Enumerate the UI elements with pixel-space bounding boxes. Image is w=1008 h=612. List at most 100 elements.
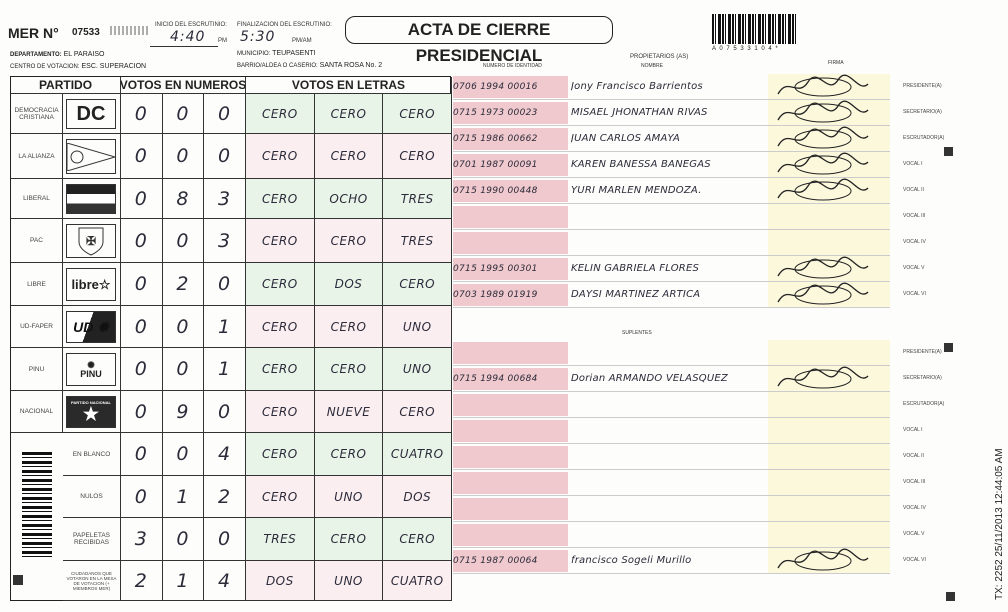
signature-field[interactable] [768,256,890,281]
logo-icon: ✺ PINU [66,353,116,386]
vote-number: 0 [204,134,246,179]
vote-letters: TRES [383,219,453,263]
party-name: PAPELETAS RECIBIDAS [63,518,121,561]
side-barcode [22,452,52,558]
document-title: ACTA DE CIERRE PRESIDENCIAL [345,16,613,65]
vote-letters: UNO [314,561,384,601]
member-row: VOCAL II [453,444,924,470]
vote-letters: CERO [246,94,315,134]
barcode-text: A 0 7 5 3 3 1 0 4 * [712,46,779,52]
member-id [453,342,568,364]
vote-number: 0 [121,94,163,134]
member-name [571,206,766,228]
member-name: JUAN CARLOS AMAYA [571,133,681,144]
member-name: DAYSI MARTINEZ ARTICA [571,289,701,300]
signature-icon [777,366,869,389]
vote-letters: UNO [383,348,453,391]
signature-field[interactable] [768,204,890,229]
vote-letters: DOS [314,263,384,306]
svg-text:✠: ✠ [86,234,96,248]
signature-field[interactable] [768,366,890,391]
vote-number: 0 [162,348,205,391]
signature-field[interactable] [768,340,890,365]
party-logo-7: PARTIDO NACIONAL ★ [63,391,121,433]
member-id: 0715 1986 00662 [453,128,568,150]
vote-number: 9 [162,391,205,433]
vote-letters: NUEVE [314,391,384,433]
member-name [571,524,766,546]
signature-field[interactable] [768,496,890,521]
signature-field[interactable] [768,522,890,547]
vote-letters: CERO [383,134,453,179]
party-name: DEMOCRACIA CRISTIANA [11,94,63,134]
vote-letters: CERO [314,94,384,134]
member-row: 0715 1995 00301 KELIN GABRIELA FLORES VOCA… [453,256,925,282]
logo-icon: ✠ [66,224,116,258]
fin-value: 5:30 [240,29,276,45]
vote-number: 3 [121,518,163,561]
member-id: 0715 1987 00064 [453,550,568,572]
vote-letters: CERO [246,476,315,518]
vote-letters: CERO [314,433,384,476]
vote-letters: DOS [383,476,453,518]
member-row: VOCAL IV [453,230,926,256]
signature-icon [777,100,869,123]
barrio-value: SANTA ROSA No. 2 [319,62,383,69]
vote-number: 1 [162,476,205,518]
vote-number: 8 [162,179,205,219]
vote-number: 0 [162,306,205,348]
role-label: VOCAL II [903,453,924,459]
signature-field[interactable] [768,178,890,203]
vote-number: 0 [121,263,163,306]
role-label: PRESIDENTE(A) [903,83,942,89]
role-label: VOCAL III [903,479,926,485]
member-id: 0715 1994 00684 [453,368,568,390]
logo-icon [66,184,116,214]
signature-field[interactable] [768,444,890,469]
signature-field[interactable] [768,152,890,177]
member-row: VOCAL V [453,522,925,548]
role-label: SECRETARIO(A) [903,109,942,115]
member-id: 0701 1987 00091 [453,154,568,176]
member-name: KELIN GABRIELA FLORES [571,263,700,274]
vote-letters: CERO [246,219,315,263]
signature-field[interactable] [768,282,890,307]
vote-letters: CERO [246,179,315,219]
signature-field[interactable] [768,74,890,99]
signature-field[interactable] [768,418,890,443]
barcode [712,14,798,44]
signature-field[interactable] [768,230,890,255]
suplentes-label: SUPLENTES [622,330,652,336]
barrio-label: BARRIO/ALDEA O CASERIO: [237,63,318,69]
table-header: VOTOS EN LETRAS [246,77,452,94]
vote-number: 0 [204,94,246,134]
vote-letters: CUATRO [383,561,453,601]
member-row: 0715 1986 00662 JUAN CARLOS AMAYA ESCRUTAD… [453,126,944,152]
party-name: NULOS [63,476,121,518]
vote-number: 0 [121,476,163,518]
vote-number: 4 [204,433,246,476]
vote-number: 0 [121,433,163,476]
signature-icon [777,548,869,571]
role-label: VOCAL IV [903,239,926,245]
signature-field[interactable] [768,126,890,151]
member-row: 0715 1973 00023 MISAEL JHONATHAN RIVAS SEC… [453,100,942,126]
signature-field[interactable] [768,392,890,417]
vote-number: 0 [204,391,246,433]
signature-icon [777,126,869,149]
signature-field[interactable] [768,548,890,573]
transmission-stamp: TX: 2252 25/11/2013 12:44:05 AM [994,448,1005,600]
vote-letters: CERO [314,518,384,561]
logo-icon: UD ✹ [66,311,116,343]
member-row: VOCAL III [453,204,925,230]
role-label: PRESIDENTE(A) [903,349,942,355]
party-name: CIUDADANOS QUE VOTARON EN LA MESA DE VOT… [63,561,121,601]
signature-field[interactable] [768,470,890,495]
member-row: VOCAL I [453,418,923,444]
signature-field[interactable] [768,100,890,125]
vote-letters: CERO [383,94,453,134]
party-name: PAC [11,219,63,263]
member-name [571,232,766,254]
mer-label: MER N° [8,25,59,41]
party-name: PINU [11,348,63,391]
